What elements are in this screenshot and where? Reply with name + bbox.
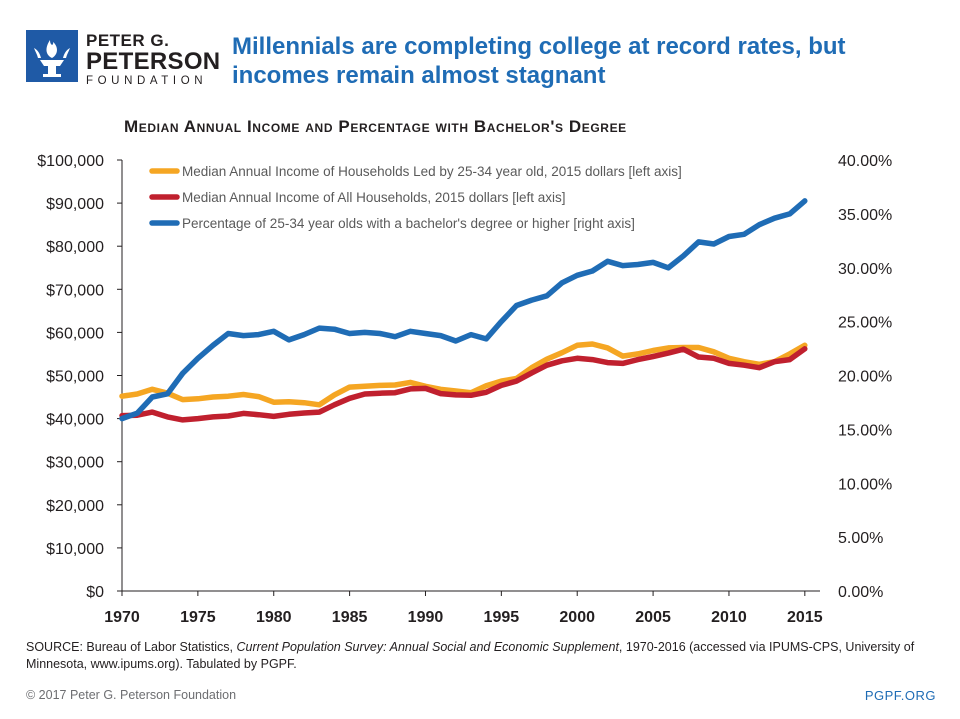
y-right-tick-label: 35.00% <box>838 207 892 224</box>
foundation-logo: PETER G. PETERSON FOUNDATION <box>26 30 220 87</box>
x-tick-label: 1985 <box>332 609 368 626</box>
y-right-tick-label: 25.00% <box>838 315 892 332</box>
x-tick-label: 1975 <box>180 609 216 626</box>
x-tick-label: 1970 <box>104 609 140 626</box>
series-line-2 <box>119 346 808 423</box>
line-chart: $0 $10,000 $20,000 $30,000 $40,000 $50,000 $60… <box>37 153 892 626</box>
y-left-tick-label: $30,000 <box>46 455 104 472</box>
x-tick-label: 2015 <box>787 609 823 626</box>
legend-label-1: Median Annual Income of Households Led b… <box>182 164 682 179</box>
source-note: SOURCE: Bureau of Labor Statistics, Curr… <box>26 639 936 673</box>
site-link[interactable]: PGPF.ORG <box>864 688 936 703</box>
logo-line-3: FOUNDATION <box>86 75 208 87</box>
y-left-tick-label: $90,000 <box>46 196 104 213</box>
logo-line-1: PETER G. <box>86 31 170 50</box>
source-suffix: , 1970-2016 (accessed via IPUMS-CPS, Uni… <box>26 640 915 671</box>
y-left-tick-label: $100,000 <box>37 153 104 170</box>
source-prefix: SOURCE: Bureau of Labor Statistics, <box>26 640 237 654</box>
copyright-text: © 2017 Peter G. Peterson Foundation <box>26 688 237 702</box>
legend-label-3: Percentage of 25-34 year olds with a bac… <box>182 216 635 231</box>
page-headline: Millennials are completing college at re… <box>232 33 846 89</box>
y-left-tick-label: $70,000 <box>46 282 104 299</box>
x-tick-label: 1980 <box>256 609 292 626</box>
y-right-tick-label: 0.00% <box>838 584 883 601</box>
y-left-tick-label: $10,000 <box>46 541 104 558</box>
y-left-tick-label: $50,000 <box>46 369 104 386</box>
series-line-3 <box>119 198 808 422</box>
y-right-tick-label: 10.00% <box>838 476 892 493</box>
y-left-tick-label: $80,000 <box>46 239 104 256</box>
logo-line-2: PETERSON <box>86 48 221 75</box>
logo-wordmark: PETER G. PETERSON FOUNDATION <box>86 30 220 88</box>
x-tick-label: 2005 <box>635 609 671 626</box>
legend-label-2: Median Annual Income of All Households, … <box>182 190 565 205</box>
x-tick-label: 2010 <box>711 609 747 626</box>
source-title: Current Population Survey: Annual Social… <box>236 640 619 654</box>
y-left-tick-label: $20,000 <box>46 498 104 515</box>
x-tick-label: 2000 <box>559 609 595 626</box>
y-left-tick-label: $60,000 <box>46 325 104 342</box>
y-right-tick-label: 40.00% <box>838 153 892 170</box>
series-line-1 <box>119 341 808 408</box>
x-tick-label: 1990 <box>408 609 444 626</box>
x-tick-label: 1995 <box>484 609 520 626</box>
y-right-tick-label: 5.00% <box>838 530 883 547</box>
y-left-tick-label: $40,000 <box>46 412 104 429</box>
torch-icon <box>26 30 78 82</box>
y-right-tick-label: 15.00% <box>838 422 892 439</box>
y-right-tick-label: 30.00% <box>838 261 892 278</box>
y-right-tick-label: 20.00% <box>838 369 892 386</box>
chart-title: Median Annual Income and Percentage with… <box>124 117 627 136</box>
y-left-tick-label: $0 <box>86 584 104 601</box>
